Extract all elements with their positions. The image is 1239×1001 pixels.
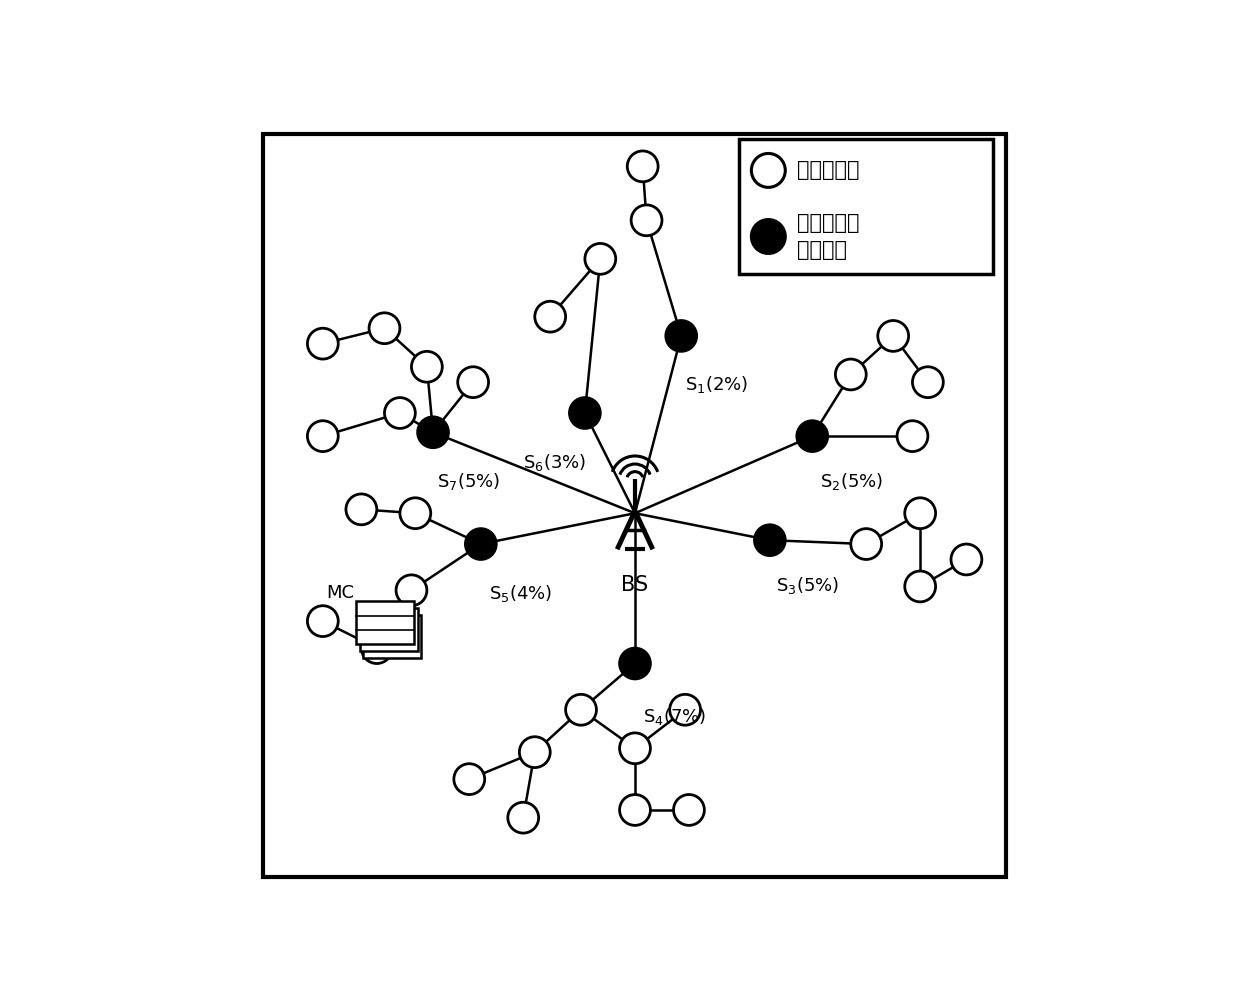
Circle shape (904, 571, 935, 602)
Circle shape (620, 795, 650, 826)
Circle shape (453, 764, 484, 795)
Circle shape (369, 312, 400, 343)
FancyBboxPatch shape (359, 609, 418, 651)
Circle shape (418, 416, 449, 447)
Circle shape (519, 737, 550, 768)
Circle shape (307, 420, 338, 451)
Circle shape (620, 733, 650, 764)
Circle shape (620, 648, 650, 679)
Circle shape (362, 633, 393, 664)
Circle shape (457, 366, 488, 397)
Circle shape (566, 695, 596, 725)
FancyBboxPatch shape (357, 602, 414, 644)
Text: 传感器节点: 传感器节点 (797, 160, 860, 180)
Text: S$_5$(4%): S$_5$(4%) (488, 583, 551, 604)
Circle shape (835, 359, 866, 389)
Circle shape (851, 529, 882, 560)
Circle shape (797, 420, 828, 451)
Circle shape (665, 320, 696, 351)
Circle shape (411, 351, 442, 382)
Circle shape (755, 525, 786, 556)
Text: S$_2$(5%): S$_2$(5%) (820, 470, 883, 491)
Circle shape (570, 397, 601, 428)
Circle shape (466, 529, 497, 560)
Circle shape (897, 420, 928, 451)
Circle shape (952, 545, 981, 575)
Text: S$_6$(3%): S$_6$(3%) (523, 451, 586, 472)
Circle shape (751, 153, 786, 187)
Circle shape (346, 493, 377, 525)
Text: S$_7$(5%): S$_7$(5%) (437, 470, 501, 491)
Circle shape (307, 328, 338, 359)
Circle shape (674, 795, 704, 826)
Text: BS: BS (622, 575, 648, 595)
Circle shape (307, 606, 338, 637)
Circle shape (912, 366, 943, 397)
Circle shape (904, 497, 935, 529)
Circle shape (396, 575, 427, 606)
Text: 请求充电传
感器节点: 请求充电传 感器节点 (797, 213, 860, 259)
Circle shape (400, 497, 431, 529)
Text: S$_3$(5%): S$_3$(5%) (776, 575, 839, 596)
Circle shape (535, 301, 566, 332)
Circle shape (751, 219, 786, 253)
Circle shape (669, 695, 700, 725)
Circle shape (631, 205, 662, 236)
Circle shape (508, 802, 539, 833)
FancyBboxPatch shape (363, 616, 421, 658)
Text: S$_1$(2%): S$_1$(2%) (685, 374, 748, 395)
Circle shape (877, 320, 908, 351)
Text: MC: MC (327, 584, 354, 602)
FancyBboxPatch shape (738, 139, 994, 274)
FancyBboxPatch shape (264, 134, 1006, 877)
Circle shape (627, 151, 658, 182)
Circle shape (585, 243, 616, 274)
Circle shape (384, 397, 415, 428)
Text: S$_4$(7%): S$_4$(7%) (643, 706, 706, 727)
